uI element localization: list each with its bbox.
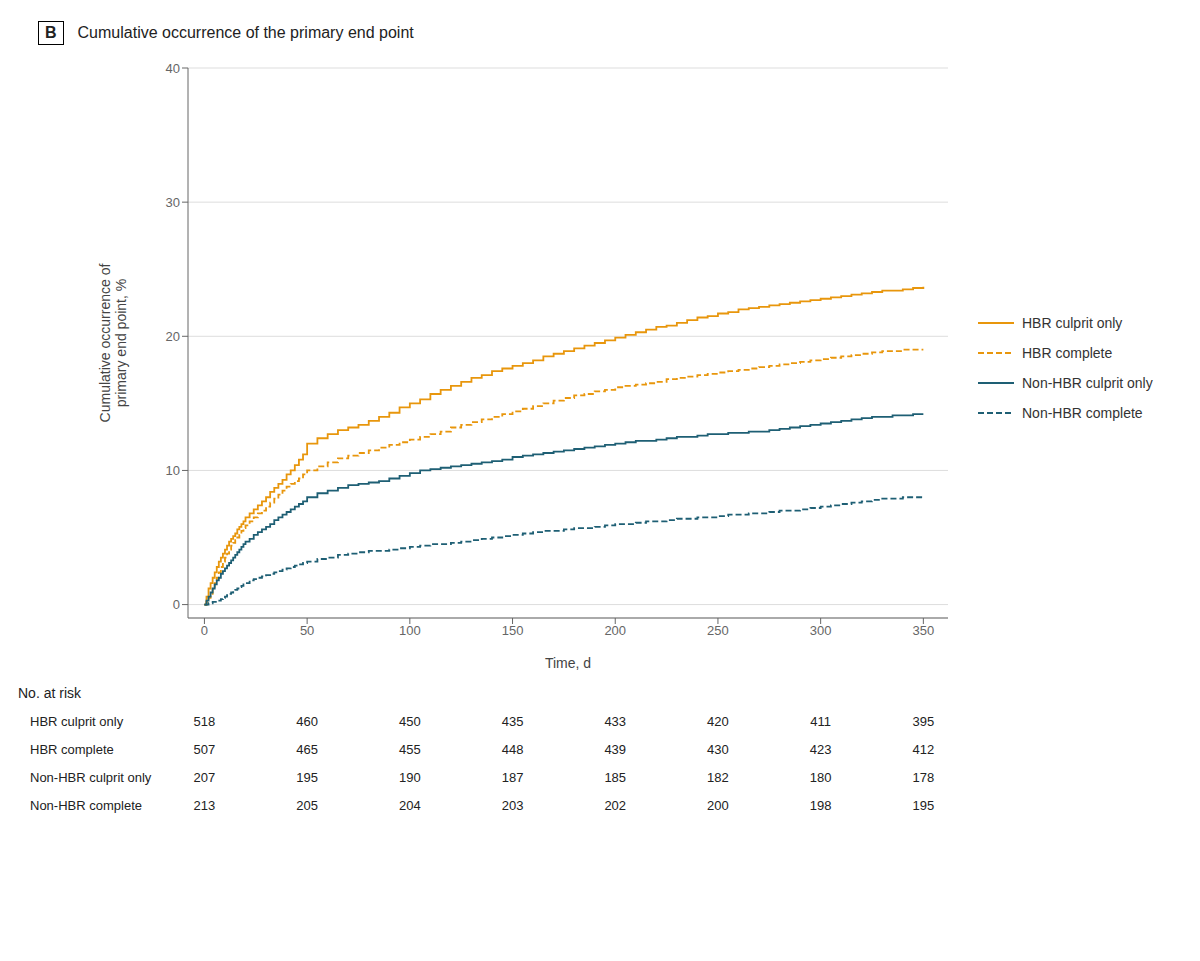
html-text:HBR complete: HBR complete — [1022, 345, 1113, 361]
svg-text:455: 455 — [399, 742, 421, 757]
svg-text:465: 465 — [296, 742, 318, 757]
svg-text:195: 195 — [296, 770, 318, 785]
svg-text:195: 195 — [912, 798, 934, 813]
svg-text:0: 0 — [201, 623, 208, 638]
svg-text:Non-HBR culprit only: Non-HBR culprit only — [30, 770, 152, 785]
svg-text:Cumulative occurrence ofprimar: Cumulative occurrence ofprimary end poin… — [97, 264, 130, 423]
svg-text:204: 204 — [399, 798, 421, 813]
svg-text:200: 200 — [604, 623, 626, 638]
svg-text:423: 423 — [810, 742, 832, 757]
svg-text:30: 30 — [166, 195, 180, 210]
svg-text:518: 518 — [194, 714, 216, 729]
svg-text:205: 205 — [296, 798, 318, 813]
svg-text:433: 433 — [604, 714, 626, 729]
svg-text:435: 435 — [502, 714, 524, 729]
svg-text:203: 203 — [502, 798, 524, 813]
svg-text:HBR complete: HBR complete — [30, 742, 114, 757]
svg-text:0: 0 — [173, 597, 180, 612]
svg-text:412: 412 — [912, 742, 934, 757]
svg-text:250: 250 — [707, 623, 729, 638]
html-text:B: B — [45, 24, 57, 41]
svg-text:20: 20 — [166, 329, 180, 344]
svg-text:190: 190 — [399, 770, 421, 785]
html-text:Non-HBR culprit only: Non-HBR culprit only — [1022, 375, 1153, 391]
svg-text:178: 178 — [912, 770, 934, 785]
svg-text:No. at risk: No. at risk — [18, 685, 82, 701]
svg-text:411: 411 — [810, 714, 831, 729]
svg-text:207: 207 — [194, 770, 216, 785]
svg-text:Time, d: Time, d — [545, 655, 591, 671]
svg-text:200: 200 — [707, 798, 729, 813]
html-text:HBR culprit only: HBR culprit only — [1022, 315, 1123, 331]
svg-text:187: 187 — [502, 770, 524, 785]
svg-text:460: 460 — [296, 714, 318, 729]
svg-text:439: 439 — [604, 742, 626, 757]
svg-text:150: 150 — [502, 623, 524, 638]
svg-text:420: 420 — [707, 714, 729, 729]
html-text:Cumulative occurrence of the p: Cumulative occurrence of the primary end… — [77, 24, 414, 41]
svg-text:350: 350 — [912, 623, 934, 638]
svg-text:507: 507 — [194, 742, 216, 757]
svg-text:448: 448 — [502, 742, 524, 757]
svg-text:198: 198 — [810, 798, 832, 813]
svg-text:430: 430 — [707, 742, 729, 757]
svg-text:395: 395 — [912, 714, 934, 729]
svg-text:202: 202 — [604, 798, 626, 813]
svg-text:40: 40 — [166, 61, 180, 76]
svg-text:180: 180 — [810, 770, 832, 785]
html-text:Non-HBR complete: Non-HBR complete — [1022, 405, 1143, 421]
svg-text:450: 450 — [399, 714, 421, 729]
svg-text:Non-HBR complete: Non-HBR complete — [30, 798, 142, 813]
svg-text:10: 10 — [166, 463, 180, 478]
svg-text:100: 100 — [399, 623, 421, 638]
svg-text:300: 300 — [810, 623, 832, 638]
svg-text:182: 182 — [707, 770, 729, 785]
svg-text:50: 50 — [300, 623, 314, 638]
svg-text:HBR culprit only: HBR culprit only — [30, 714, 124, 729]
svg-text:213: 213 — [194, 798, 216, 813]
svg-text:185: 185 — [604, 770, 626, 785]
